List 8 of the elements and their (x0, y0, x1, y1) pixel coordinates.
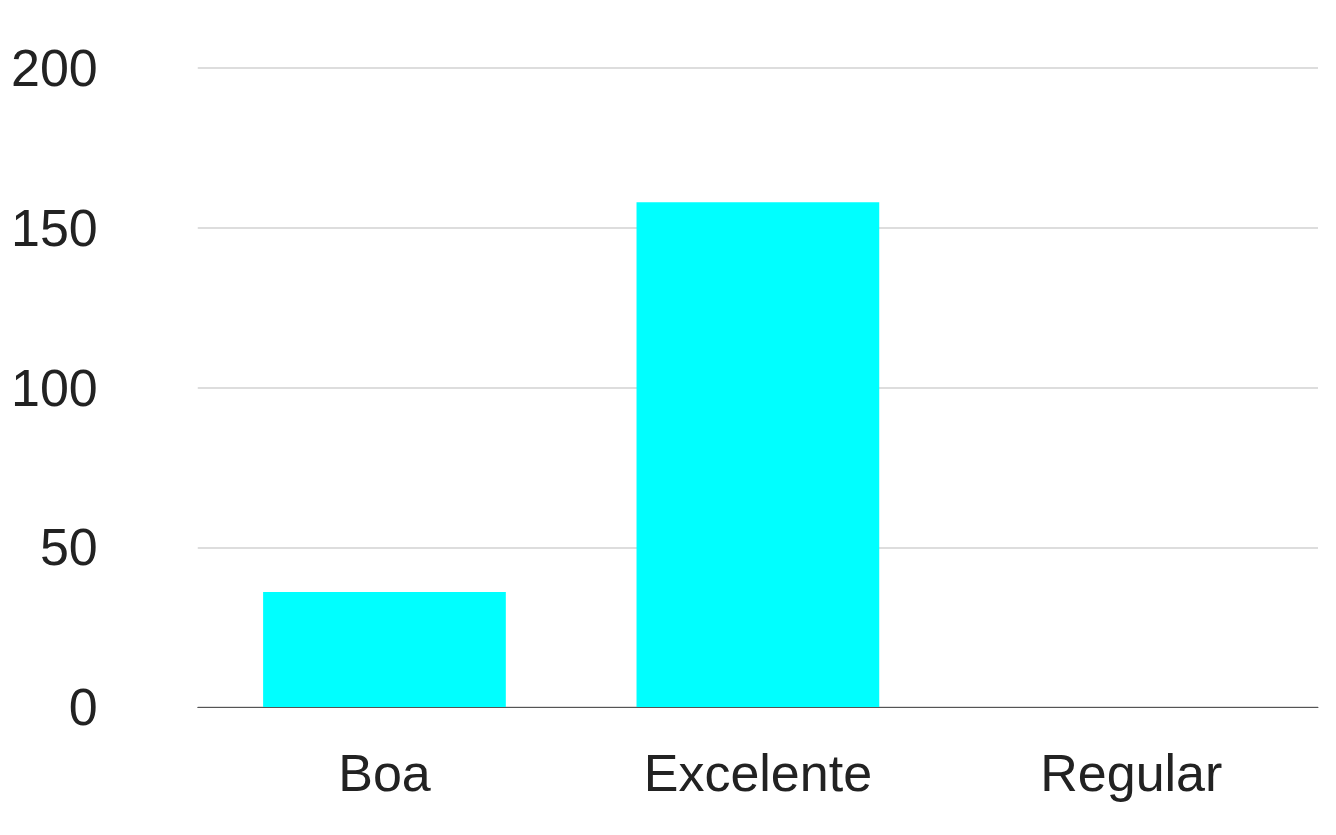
y-tick-label: 150 (10, 198, 98, 257)
y-tick-label: 50 (39, 518, 98, 577)
y-tick-label: 100 (10, 358, 98, 417)
y-tick-label: 0 (68, 678, 98, 736)
x-tick-label: Regular (1040, 744, 1223, 802)
y-tick-label: 200 (10, 39, 98, 97)
x-tick-label: Excelente (643, 744, 873, 802)
x-tick-label: Boa (338, 744, 431, 802)
